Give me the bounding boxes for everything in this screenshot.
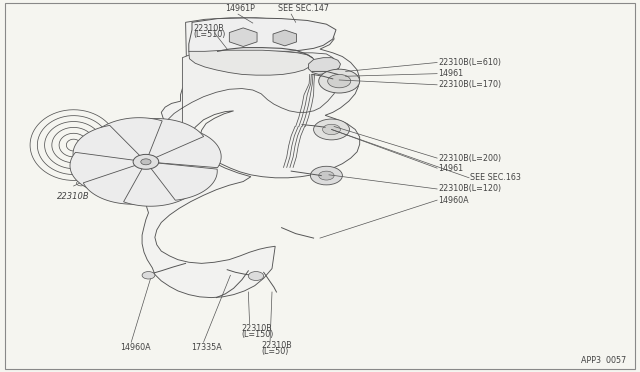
Polygon shape xyxy=(229,28,257,46)
Polygon shape xyxy=(146,162,217,200)
Polygon shape xyxy=(73,125,146,162)
Text: 22310B: 22310B xyxy=(193,24,224,33)
Text: (L=50): (L=50) xyxy=(261,347,289,356)
Text: 14961: 14961 xyxy=(438,164,463,173)
Polygon shape xyxy=(189,50,314,75)
Polygon shape xyxy=(70,153,146,190)
Text: 22310B: 22310B xyxy=(261,341,292,350)
Text: 22310B(L=610): 22310B(L=610) xyxy=(438,58,501,67)
Text: APP3  0057: APP3 0057 xyxy=(580,356,626,365)
Circle shape xyxy=(323,124,340,135)
Polygon shape xyxy=(83,162,146,204)
Circle shape xyxy=(141,159,151,165)
Text: 14961P: 14961P xyxy=(225,4,255,13)
Circle shape xyxy=(319,69,360,93)
Text: SEE SEC.147: SEE SEC.147 xyxy=(278,4,330,13)
Text: 14961: 14961 xyxy=(438,69,463,78)
Text: (L=510): (L=510) xyxy=(193,30,226,39)
Text: 14960A: 14960A xyxy=(120,343,151,352)
Circle shape xyxy=(314,119,349,140)
Text: 22310B: 22310B xyxy=(58,192,90,201)
Circle shape xyxy=(133,154,159,169)
Polygon shape xyxy=(308,58,340,74)
Polygon shape xyxy=(273,30,296,46)
Circle shape xyxy=(142,272,155,279)
Text: 22310B(L=200): 22310B(L=200) xyxy=(438,154,502,163)
Text: 22310B: 22310B xyxy=(241,324,272,333)
Circle shape xyxy=(248,272,264,280)
Text: 22310B(L=120): 22310B(L=120) xyxy=(438,185,502,193)
Polygon shape xyxy=(97,118,162,162)
Text: 17335A: 17335A xyxy=(191,343,221,352)
Text: (L=150): (L=150) xyxy=(241,330,274,339)
Polygon shape xyxy=(146,131,221,168)
Circle shape xyxy=(310,166,342,185)
Polygon shape xyxy=(142,119,204,162)
Polygon shape xyxy=(124,162,191,206)
Text: 22310B(L=170): 22310B(L=170) xyxy=(438,80,502,89)
Polygon shape xyxy=(142,18,360,298)
Circle shape xyxy=(328,74,351,88)
Polygon shape xyxy=(165,53,339,148)
Text: SEE SEC.163: SEE SEC.163 xyxy=(470,173,521,182)
Text: 14960A: 14960A xyxy=(438,196,469,205)
Polygon shape xyxy=(189,18,336,58)
Circle shape xyxy=(319,171,334,180)
